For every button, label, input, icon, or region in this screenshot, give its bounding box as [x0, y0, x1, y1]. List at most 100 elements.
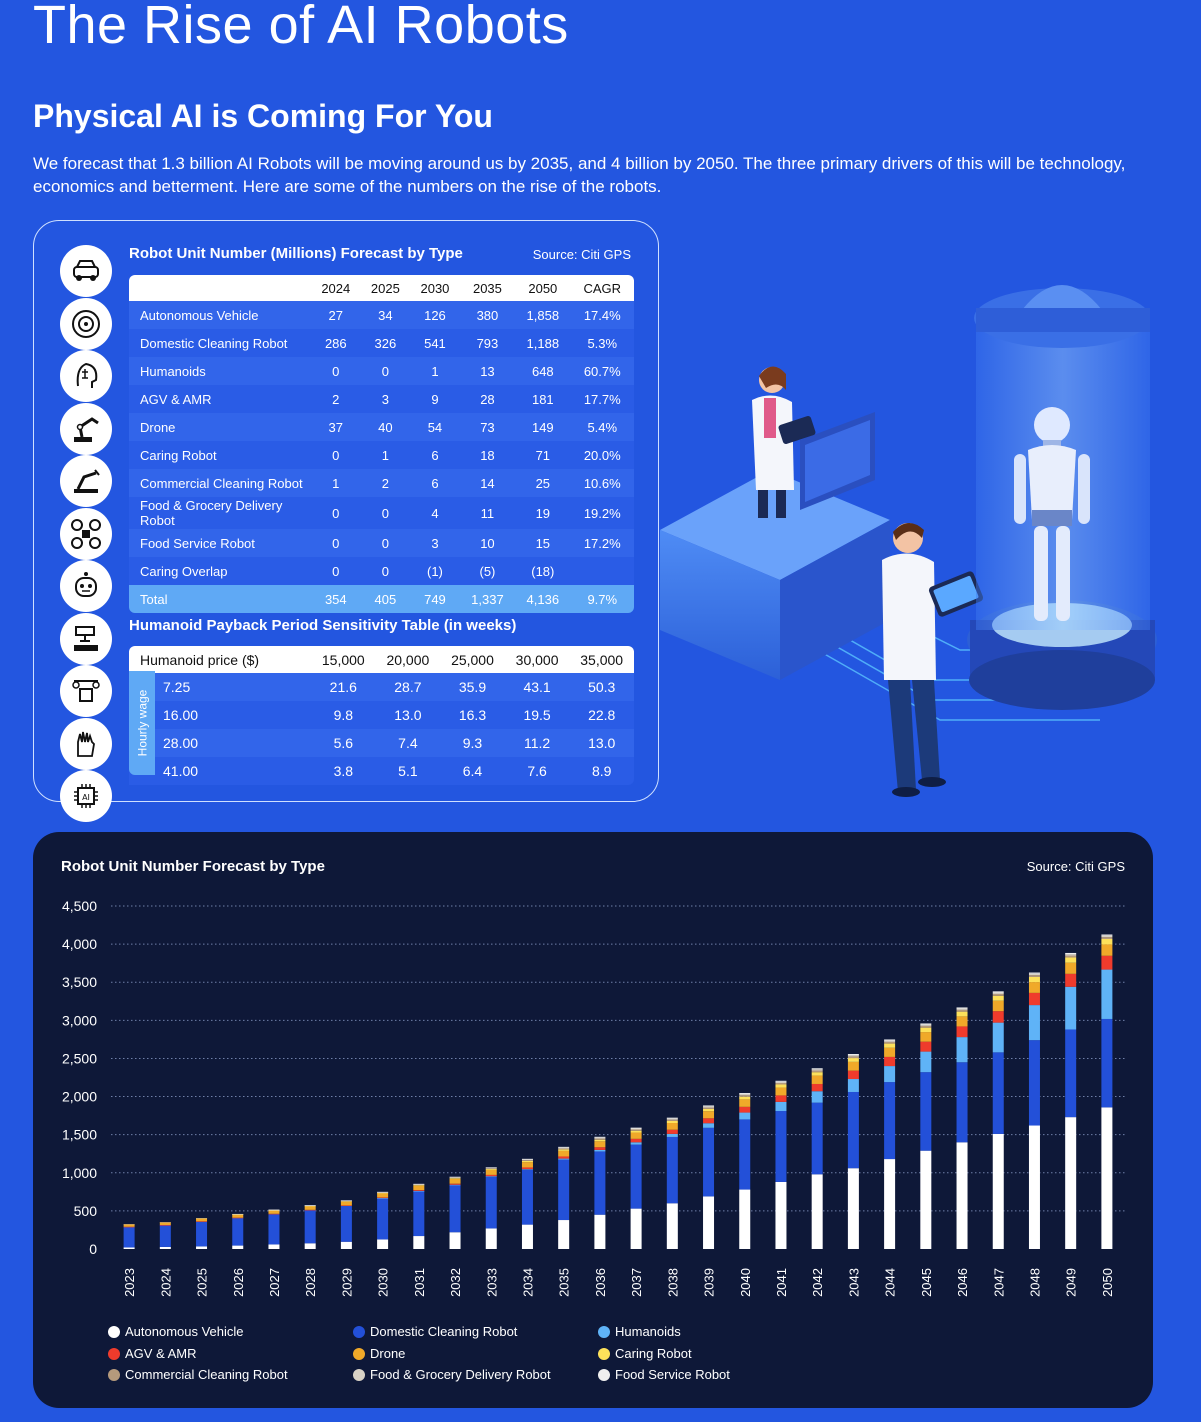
x-tick-label: 2048 [1027, 1268, 1042, 1297]
y-tick-label: 3,500 [62, 974, 97, 990]
bar-segment [123, 1226, 135, 1248]
bar-segment [449, 1184, 461, 1186]
bar-segment [703, 1107, 715, 1109]
bar-segment [1065, 1029, 1077, 1118]
forecast-row: AGV & AMR 2 3 9 28 181 17.7% [129, 385, 634, 413]
bar-segment [920, 1023, 932, 1025]
bar-segment [920, 1027, 932, 1033]
forecast-row: Commercial Cleaning Robot 1 2 6 14 25 10.6% [129, 469, 634, 497]
bar-segment [232, 1214, 244, 1218]
robot-hand-icon [60, 717, 112, 770]
x-tick-label: 2026 [231, 1268, 246, 1297]
bar-segment [703, 1123, 715, 1128]
legend-swatch [353, 1368, 365, 1381]
bar-segment [992, 993, 1004, 996]
bar-segment [1101, 969, 1113, 1019]
x-tick-label: 2037 [629, 1268, 644, 1297]
legend-swatch [353, 1325, 365, 1338]
payback-cell: 9.3 [440, 729, 505, 757]
stacked-bar-chart: 0 500 1,000 1,500 2,000 2,500 3,000 3,500 4,000 4… [62, 898, 1125, 1297]
bar-segment [159, 1225, 171, 1247]
payback-row: 16.00 9.8 13.0 16.3 19.5 22.8 [129, 701, 634, 729]
forecast-cell: Commercial Cleaning Robot [129, 469, 311, 497]
bar-segment [485, 1168, 497, 1169]
forecast-cell: 9 [410, 385, 460, 413]
bar-segment [1028, 1040, 1040, 1126]
forecast-cell: Food & Grocery Delivery Robot [129, 497, 311, 529]
bar-segment [1065, 954, 1077, 956]
payback-cell: 7.4 [375, 729, 441, 757]
bar-segment [594, 1151, 606, 1215]
y-tick-label: 4,500 [62, 898, 97, 914]
bar-segment [377, 1191, 389, 1193]
payback-cell: 13.0 [569, 729, 634, 757]
bar-segment [811, 1069, 823, 1071]
forecast-cell: (18) [515, 557, 571, 585]
legend-item: Food Service Robot [598, 1367, 730, 1382]
bar-segment [847, 1058, 859, 1062]
forecast-table-source: Source: Citi GPS [532, 247, 631, 262]
bar-segment [956, 1016, 968, 1027]
bar-segment [847, 1070, 859, 1080]
bar-segment [992, 1022, 1004, 1053]
industrial-printer-icon [60, 612, 112, 665]
robot-face-icon [60, 560, 112, 612]
payback-cell: 7.6 [504, 757, 570, 785]
bar-segment [377, 1192, 389, 1194]
x-tick-label: 2049 [1064, 1268, 1079, 1297]
bar-segment [449, 1176, 461, 1178]
bar-segment [884, 1043, 896, 1048]
bar-segment [558, 1158, 570, 1160]
bar-segment [630, 1127, 642, 1129]
bar-segment [739, 1189, 751, 1249]
payback-cell: 50.3 [569, 673, 634, 701]
bar-segment [1028, 1125, 1040, 1249]
bar-segment [1101, 934, 1113, 936]
x-tick-label: 2030 [376, 1268, 391, 1297]
legend-swatch [598, 1368, 610, 1381]
bar-segment [739, 1093, 751, 1095]
x-tick-label: 2036 [593, 1268, 608, 1297]
bar-segment [739, 1112, 751, 1120]
bar-segment [268, 1209, 280, 1211]
y-tick-label: 4,000 [62, 936, 97, 952]
bar-segment [666, 1117, 678, 1119]
bar-segment [884, 1040, 896, 1042]
bar-segment [956, 1037, 968, 1063]
bar-segment [775, 1087, 787, 1096]
bar-segment [558, 1149, 570, 1151]
bar-segment [377, 1198, 389, 1240]
y-tick-label: 1,500 [62, 1127, 97, 1143]
lab-illustration [660, 285, 1157, 797]
bar-segment [630, 1132, 642, 1139]
bar-segment [340, 1205, 352, 1242]
bar-segment [521, 1162, 533, 1168]
forecast-cell: 1,188 [515, 329, 571, 357]
forecast-total-row: Total 354 405 749 1,337 4,136 9.7% [129, 585, 634, 613]
bar-segment [594, 1147, 606, 1150]
bar-segment [739, 1099, 751, 1107]
x-tick-label: 2040 [738, 1268, 753, 1297]
x-tick-label: 2045 [919, 1268, 934, 1297]
y-tick-label: 2,500 [62, 1050, 97, 1066]
legend-swatch [108, 1347, 120, 1360]
bar-segment [196, 1218, 208, 1222]
legend-item: Humanoids [598, 1324, 681, 1339]
bar-segment [340, 1201, 352, 1206]
legend-label: Food & Grocery Delivery Robot [370, 1367, 551, 1382]
bar-segment [594, 1141, 606, 1148]
bar-segment [630, 1138, 642, 1143]
legend-swatch [353, 1347, 365, 1360]
forecast-cell: 0 [311, 357, 361, 385]
bar-segment [268, 1214, 280, 1245]
bar-segment [1065, 955, 1077, 958]
bar-segment [775, 1181, 787, 1249]
x-tick-label: 2038 [665, 1268, 680, 1297]
forecast-cell: 1,858 [515, 301, 571, 329]
bar-segment [1101, 944, 1113, 956]
payback-table-title: Humanoid Payback Period Sensitivity Tabl… [129, 617, 517, 634]
x-tick-label: 2035 [557, 1268, 572, 1297]
chart-source: Source: Citi GPS [1026, 859, 1125, 874]
payback-col-header: 30,000 [504, 646, 570, 673]
legend-label: AGV & AMR [125, 1346, 197, 1361]
